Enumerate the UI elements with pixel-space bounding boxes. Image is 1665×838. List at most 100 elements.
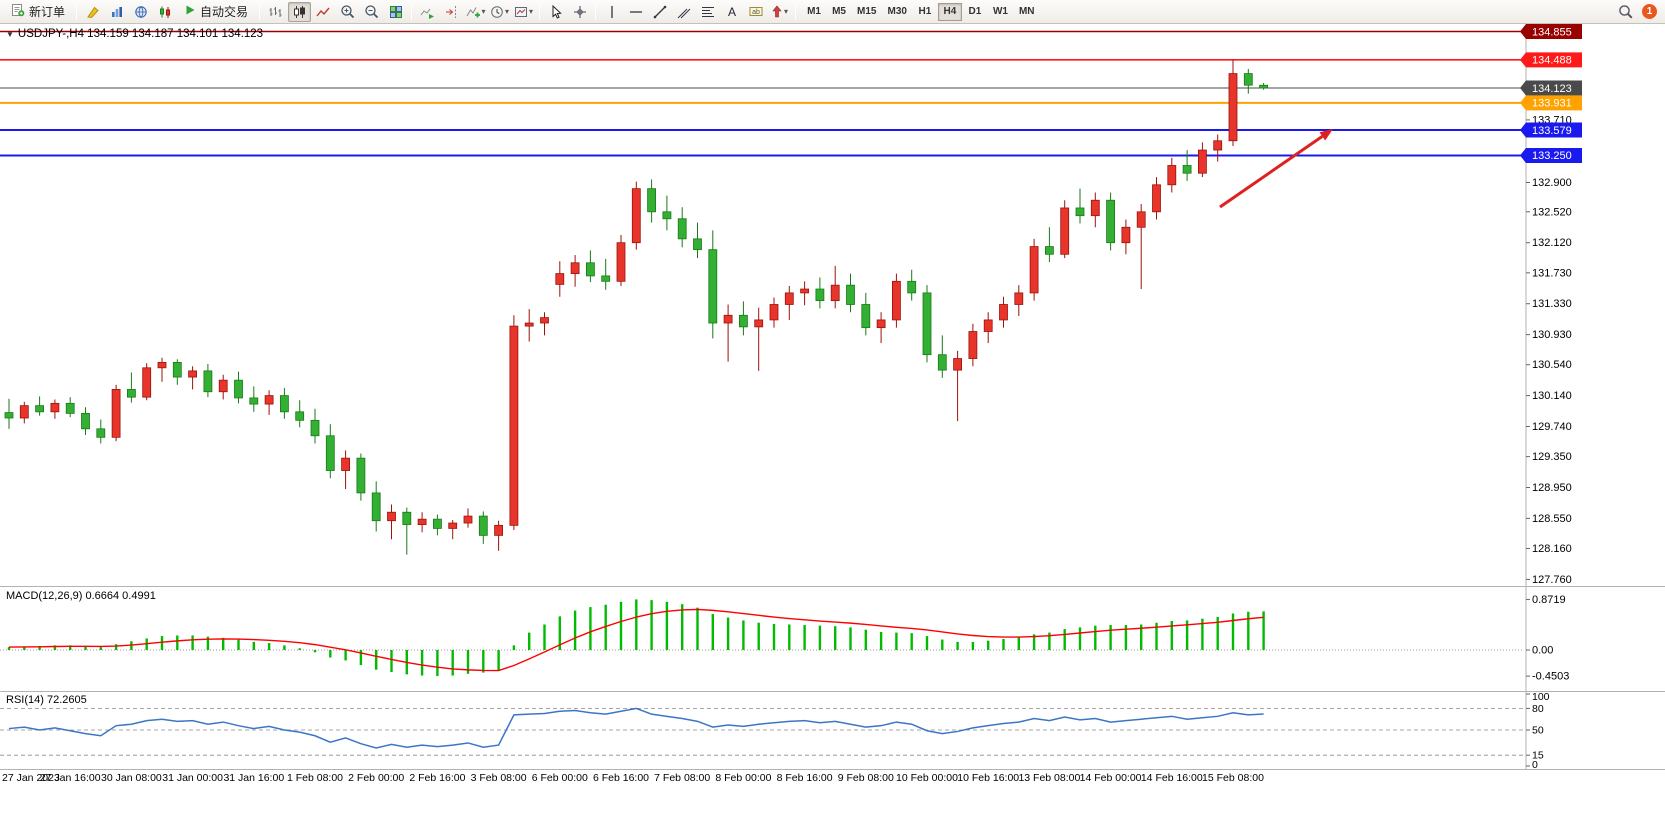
dropdown-caret: ▾ [505,7,510,16]
candle [1029,238,1039,301]
svg-text:31 Jan 00:00: 31 Jan 00:00 [162,772,223,784]
svg-text:0.00: 0.00 [1532,645,1553,657]
candle [172,359,182,385]
candlestick-chart-icon[interactable] [288,1,312,22]
rsi-line [8,707,1264,749]
candle [769,297,779,328]
candle [1213,134,1223,162]
equidistant-channel-icon[interactable] [672,2,695,22]
search-icon[interactable] [1614,2,1637,22]
candle [570,255,580,287]
timeframe-button-mn[interactable]: MN [1014,3,1040,21]
add-indicator-icon[interactable]: ▾ [464,2,487,22]
trendline-icon[interactable] [648,2,671,22]
candle [218,374,228,400]
candle [356,453,366,501]
svg-text:14 Feb 00:00: 14 Feb 00:00 [1080,772,1142,784]
vertical-line-icon[interactable] [600,2,623,22]
candle [907,269,917,301]
templates-icon[interactable]: ▾ [512,2,535,22]
timeframe-button-m15[interactable]: M15 [852,3,881,21]
data-window-icon[interactable] [105,2,128,22]
timeframe-button-d1[interactable]: D1 [963,3,987,21]
dropdown-caret: ▾ [481,7,486,16]
svg-text:9 Feb 08:00: 9 Feb 08:00 [838,772,894,784]
text-label-icon[interactable]: ab [744,2,767,22]
candle [203,363,213,398]
dropdown-caret: ▾ [529,7,534,16]
symbol-dropdown-icon[interactable]: ▼ [6,30,14,39]
candle [1228,59,1238,147]
tile-windows-icon[interactable] [384,2,407,22]
periods-icon[interactable]: ▾ [488,2,511,22]
new-order-button[interactable]: 新订单 [4,2,72,22]
candle [310,408,320,444]
candle [19,401,29,424]
horizontal-line-icon[interactable] [624,2,647,22]
zoom-in-icon[interactable] [336,2,359,22]
svg-text:30 Jan 08:00: 30 Jan 08:00 [101,772,162,784]
panel-frame [0,26,1665,770]
cursor-icon[interactable] [544,2,567,22]
price-scale[interactable]: 133.710132.900132.520132.120131.730131.3… [1526,114,1572,586]
new-order-label: 新订单 [29,5,66,19]
terminal-icon[interactable] [153,2,176,22]
candle [616,234,626,286]
chart-shift-icon[interactable] [440,2,463,22]
auto-scroll-icon[interactable] [416,2,439,22]
svg-text:129.350: 129.350 [1532,451,1572,463]
autotrading-play-icon [184,4,196,19]
new-order-icon [11,3,25,20]
timeframe-button-w1[interactable]: W1 [988,3,1013,21]
arrow-tools-icon[interactable]: ▾ [768,2,791,22]
svg-text:128.950: 128.950 [1532,482,1572,494]
svg-text:100: 100 [1532,691,1550,703]
candle [341,450,351,490]
toolbar: 新订单 自动交易 ▾ ▾ ▾ A a [0,0,1665,24]
timeframe-button-h1[interactable]: H1 [913,3,937,21]
timeframe-button-m5[interactable]: M5 [827,3,851,21]
metaeditor-icon[interactable] [81,2,104,22]
autotrading-button[interactable]: 自动交易 [177,2,255,22]
svg-text:130.140: 130.140 [1532,390,1572,402]
text-icon[interactable]: A [720,2,743,22]
candle [65,397,75,418]
candle [555,261,565,297]
candle [96,419,106,444]
notification-badge[interactable]: 1 [1642,4,1657,19]
candle [81,407,90,435]
horizontal-level-lines[interactable]: 134.855 134.488 134.123 133.931 133.579 133.2… [0,24,1582,163]
svg-text:7 Feb 08:00: 7 Feb 08:00 [654,772,710,784]
candle [631,181,641,250]
candle [35,396,44,416]
price-label-box [1520,95,1582,111]
crosshair-icon[interactable] [568,2,591,22]
candle [1090,192,1100,228]
candle [188,366,198,390]
candle [325,424,335,479]
price-label-box [1520,147,1582,163]
svg-text:2 Feb 00:00: 2 Feb 00:00 [348,772,404,784]
market-watch-icon[interactable] [129,2,152,22]
toolbar-separator [595,3,597,20]
candle [846,273,855,313]
candle [586,250,595,283]
macd-signal-line [8,608,1264,672]
dropdown-caret: ▾ [784,7,789,16]
annotation-arrow[interactable] [1219,129,1333,209]
chart-canvas[interactable]: 133.710132.900132.520132.120131.730131.3… [0,24,1665,838]
timeframe-button-m1[interactable]: M1 [802,3,826,21]
candle [1014,285,1024,317]
zoom-out-icon[interactable] [360,2,383,22]
fibonacci-icon[interactable] [696,2,719,22]
timeframe-button-h4[interactable]: H4 [937,2,962,21]
svg-text:131.730: 131.730 [1532,267,1572,279]
svg-text:134.123: 134.123 [1532,83,1572,95]
svg-text:3 Feb 08:00: 3 Feb 08:00 [471,772,527,784]
line-chart-icon[interactable] [312,2,335,22]
bars-chart-icon[interactable] [264,2,287,22]
timeframe-button-m30[interactable]: M30 [882,3,911,21]
price-label-box [1520,122,1582,138]
